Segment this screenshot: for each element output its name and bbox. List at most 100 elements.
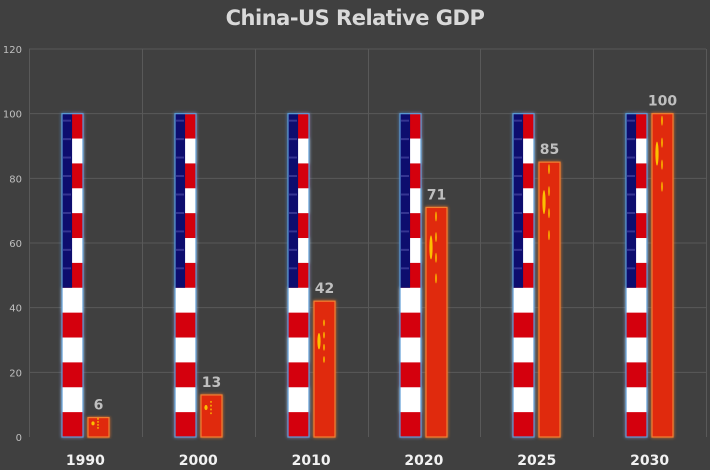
us-stripe	[288, 387, 309, 413]
us-stripe	[400, 387, 421, 413]
china-big-star	[542, 190, 546, 215]
data-label-china: 42	[315, 281, 334, 297]
us-stars	[289, 230, 298, 233]
us-stars	[514, 230, 523, 233]
us-bar-outline	[399, 113, 422, 438]
us-stars	[401, 175, 410, 178]
us-stars	[401, 211, 410, 214]
china-small-star	[323, 331, 325, 339]
us-stars	[63, 230, 72, 233]
us-bar-outline	[625, 113, 648, 438]
us-stars	[514, 193, 523, 196]
china-small-star	[210, 412, 212, 415]
china-small-star	[661, 159, 663, 170]
x-tick-label: 1990	[66, 453, 105, 469]
us-stars	[289, 267, 298, 270]
us-stars	[63, 248, 72, 251]
china-bar-fill	[538, 161, 561, 438]
bar-china	[651, 113, 674, 438]
us-stars	[289, 193, 298, 196]
us-stripe	[626, 337, 647, 363]
us-stripe	[513, 412, 534, 438]
us-stripe	[288, 362, 309, 388]
us-stripe	[626, 412, 647, 438]
us-canton	[513, 113, 524, 288]
data-label-china: 13	[202, 375, 221, 391]
us-stripe	[62, 387, 83, 413]
us-stars	[401, 193, 410, 196]
us-stars	[63, 138, 72, 141]
x-tick-label: 2030	[630, 453, 669, 469]
us-stars	[627, 119, 636, 122]
us-stars	[63, 193, 72, 196]
y-axis: 0 20 40 60 80 100 120	[3, 45, 22, 444]
us-stripe	[175, 287, 196, 314]
bar-us	[625, 113, 648, 438]
us-stars	[627, 138, 636, 141]
us-stars	[176, 267, 185, 270]
bar-us	[174, 113, 197, 438]
us-canton	[62, 113, 73, 288]
china-small-star	[97, 426, 99, 429]
us-bar-outline	[287, 113, 310, 438]
y-tick-label: 60	[9, 239, 22, 250]
us-bar-outline	[174, 113, 197, 438]
us-stars	[289, 248, 298, 251]
bar-china	[200, 394, 223, 438]
china-small-star	[210, 404, 212, 407]
bar-us	[512, 113, 535, 438]
china-small-star	[97, 423, 99, 426]
us-stripe	[62, 337, 83, 363]
us-stripe	[400, 362, 421, 388]
us-stars	[176, 193, 185, 196]
us-stars	[514, 119, 523, 122]
data-label-china: 85	[540, 142, 559, 158]
bar-us	[61, 113, 84, 438]
china-small-star	[97, 417, 99, 420]
gridlines	[29, 48, 707, 437]
us-bar-outline	[512, 113, 535, 438]
bar-us	[399, 113, 422, 438]
us-stripe	[175, 362, 196, 388]
china-big-star	[655, 141, 659, 166]
us-stars	[401, 156, 410, 159]
us-stars	[401, 230, 410, 233]
us-stripe	[626, 362, 647, 388]
china-bar-fill	[651, 113, 674, 438]
us-canton	[175, 113, 186, 288]
us-stars	[63, 156, 72, 159]
chart-title: China-US Relative GDP	[225, 6, 485, 30]
x-tick-label: 2010	[292, 453, 331, 469]
us-stars	[514, 248, 523, 251]
china-small-star	[661, 115, 663, 126]
us-stars	[176, 175, 185, 178]
china-big-star	[317, 333, 321, 350]
us-bar-outline	[61, 113, 84, 438]
china-small-star	[548, 186, 550, 197]
us-stripe	[175, 387, 196, 413]
data-label-china: 71	[427, 187, 446, 203]
us-stars	[627, 230, 636, 233]
us-stripe	[626, 287, 647, 314]
us-stars	[289, 175, 298, 178]
us-stripe	[513, 312, 534, 339]
us-stars	[176, 248, 185, 251]
us-stripe	[513, 362, 534, 388]
us-stripe	[400, 287, 421, 314]
us-stripe	[626, 312, 647, 339]
bar-china	[313, 300, 336, 438]
us-stripe	[288, 337, 309, 363]
x-tick-label: 2025	[517, 453, 556, 469]
bar-us	[287, 113, 310, 438]
us-stripe	[288, 312, 309, 339]
china-small-star	[210, 400, 212, 403]
china-small-star	[435, 211, 437, 222]
us-stars	[401, 138, 410, 141]
us-stars	[289, 156, 298, 159]
us-stripe	[513, 337, 534, 363]
us-stripe	[513, 387, 534, 413]
us-stars	[401, 267, 410, 270]
data-label-china: 100	[648, 94, 677, 110]
china-small-star	[548, 230, 550, 241]
us-stars	[63, 119, 72, 122]
